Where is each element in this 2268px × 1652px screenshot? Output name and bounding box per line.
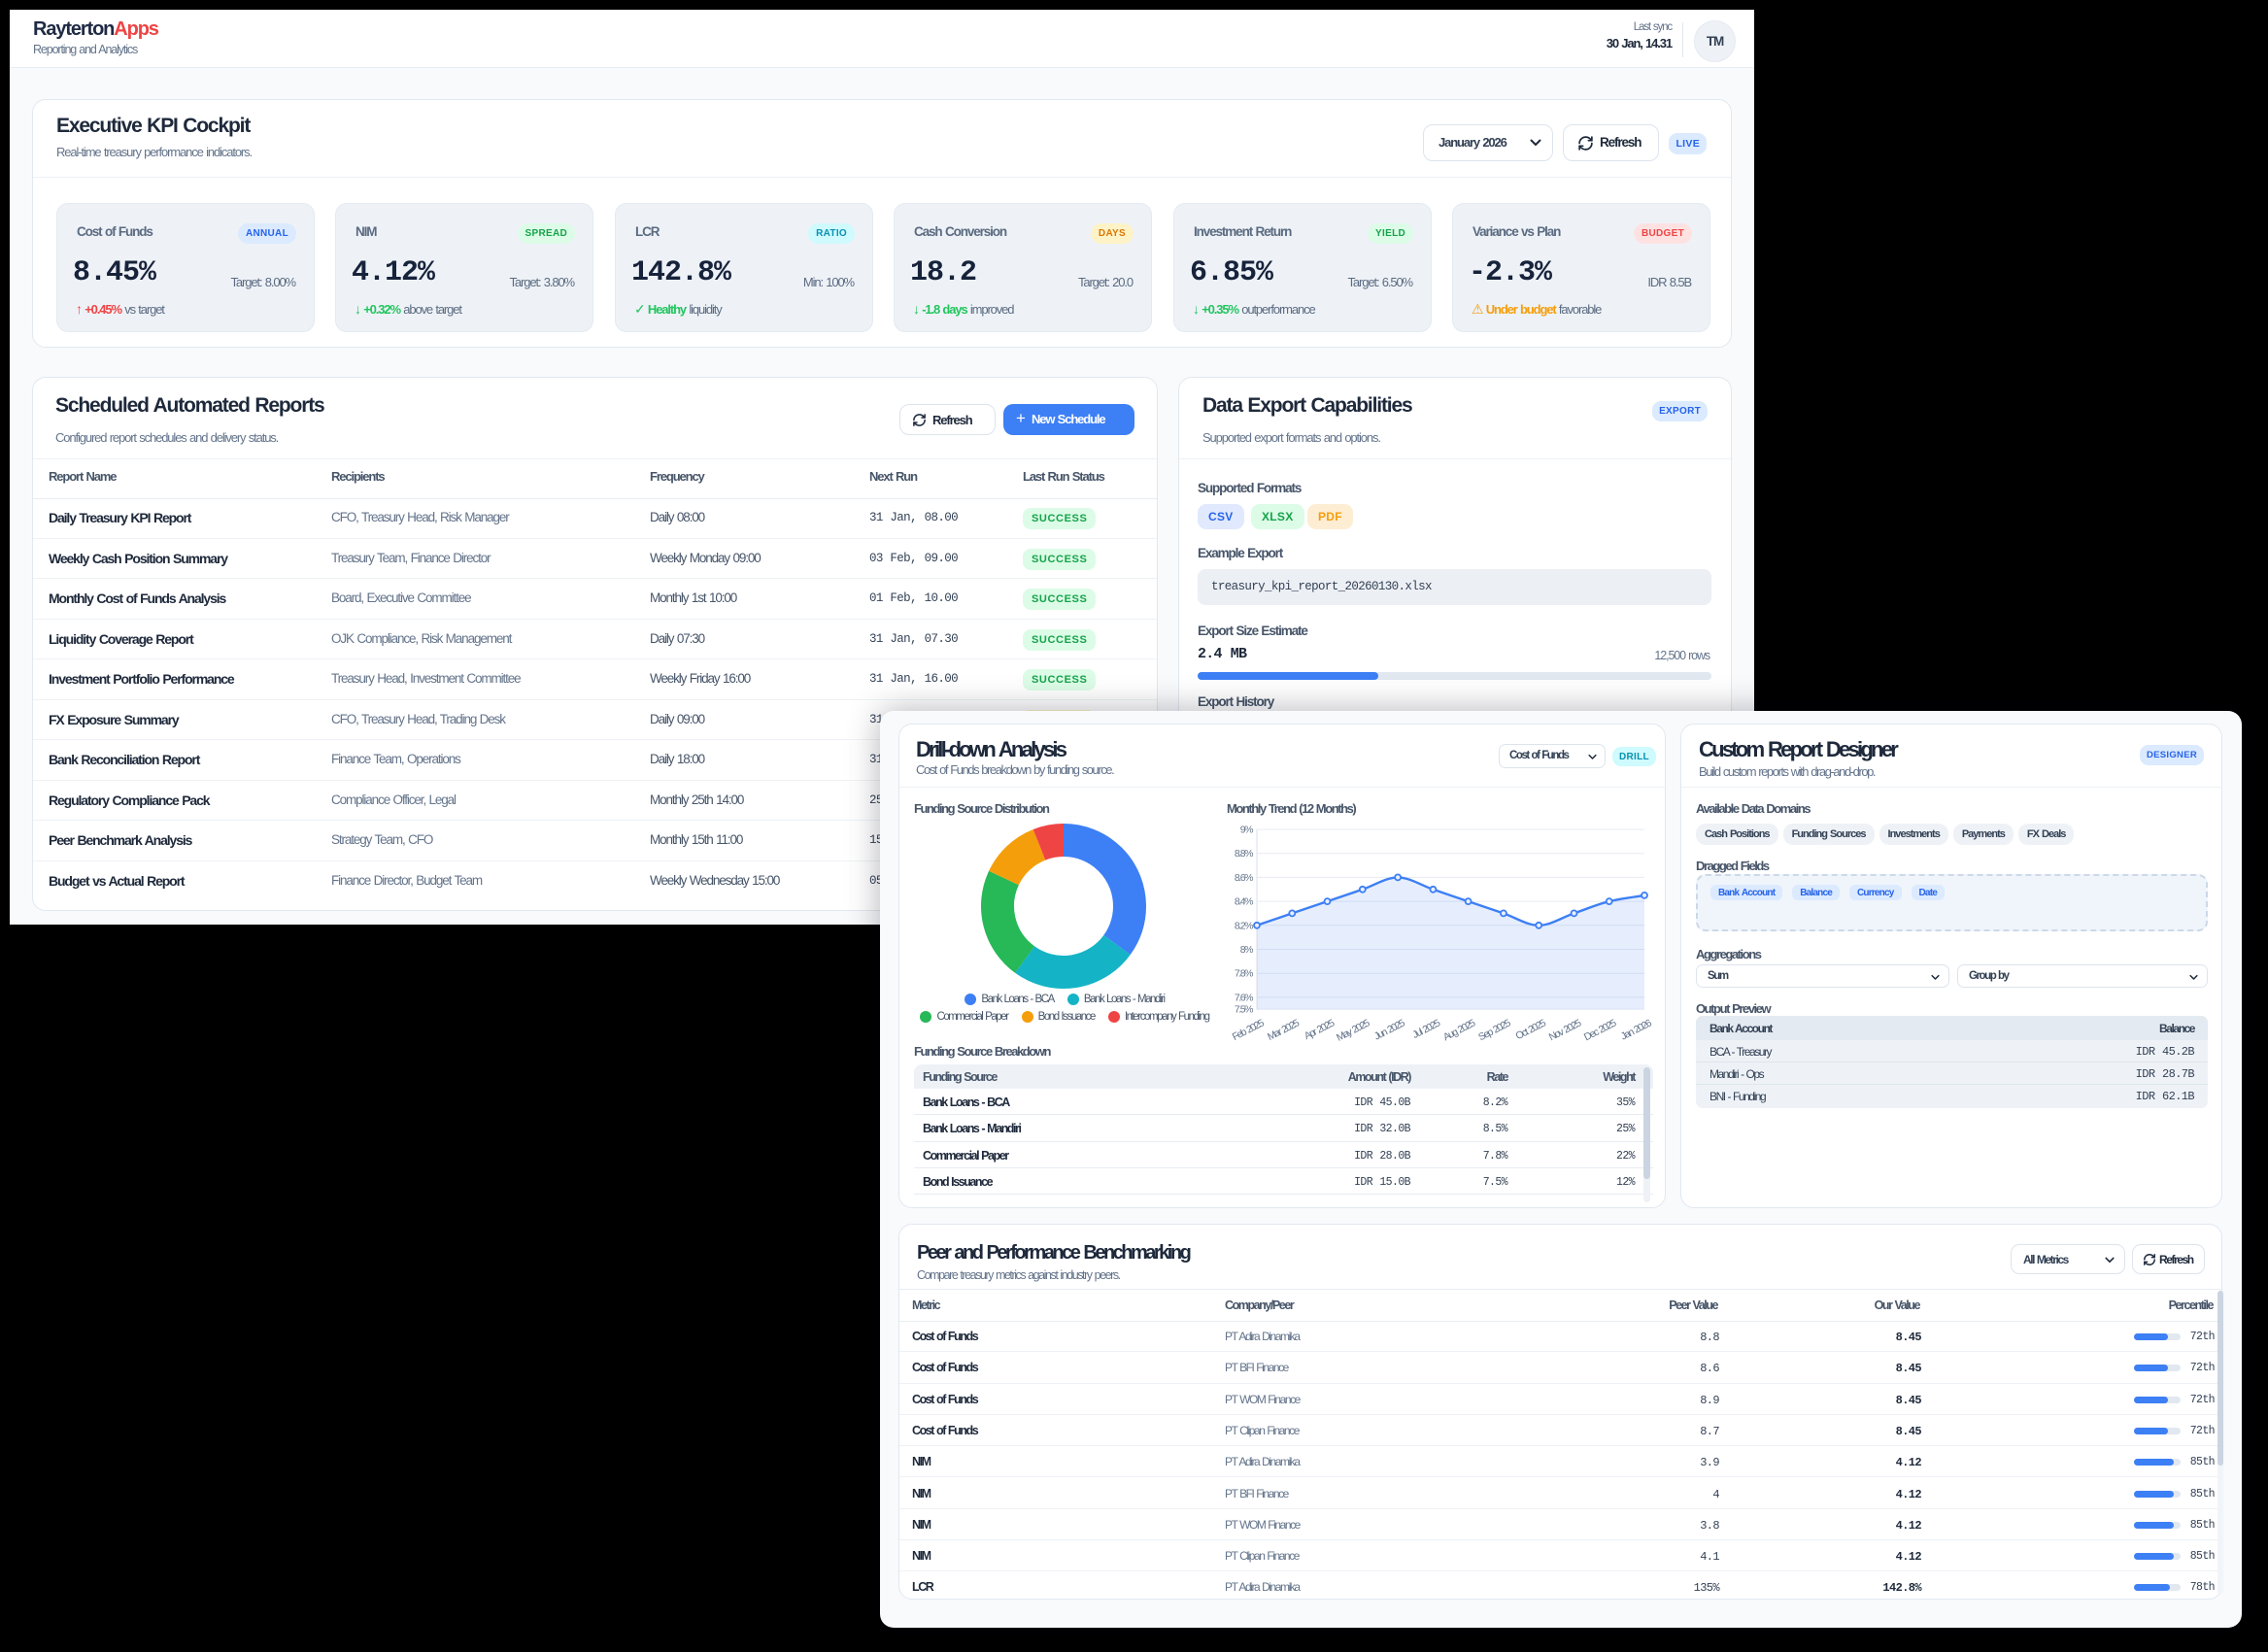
svg-text:7.6%: 7.6% (1235, 992, 1253, 1003)
svg-text:8.2%: 8.2% (1235, 920, 1253, 931)
svg-text:7.5%: 7.5% (1235, 1004, 1253, 1016)
svg-text:8%: 8% (1240, 944, 1253, 956)
svg-text:Nov 2025: Nov 2025 (1547, 1017, 1584, 1043)
svg-text:May 2025: May 2025 (1335, 1017, 1372, 1044)
svg-text:Oct 2025: Oct 2025 (1514, 1017, 1548, 1042)
svg-text:Jun 2025: Jun 2025 (1372, 1017, 1407, 1042)
svg-text:8.6%: 8.6% (1235, 872, 1253, 884)
svg-text:8.8%: 8.8% (1235, 848, 1253, 860)
svg-text:Sep 2025: Sep 2025 (1476, 1017, 1513, 1043)
svg-text:Apr 2025: Apr 2025 (1303, 1017, 1337, 1042)
svg-text:Feb 2025: Feb 2025 (1231, 1017, 1267, 1043)
svg-text:Aug 2025: Aug 2025 (1441, 1017, 1478, 1043)
svg-text:8.4%: 8.4% (1235, 896, 1253, 908)
svg-text:Jan 2026: Jan 2026 (1619, 1017, 1654, 1042)
svg-text:9%: 9% (1240, 825, 1253, 836)
svg-text:Jul 2025: Jul 2025 (1410, 1017, 1442, 1041)
svg-text:Mar 2025: Mar 2025 (1266, 1017, 1302, 1043)
svg-text:7.8%: 7.8% (1235, 968, 1253, 980)
svg-text:Dec 2025: Dec 2025 (1582, 1017, 1619, 1043)
